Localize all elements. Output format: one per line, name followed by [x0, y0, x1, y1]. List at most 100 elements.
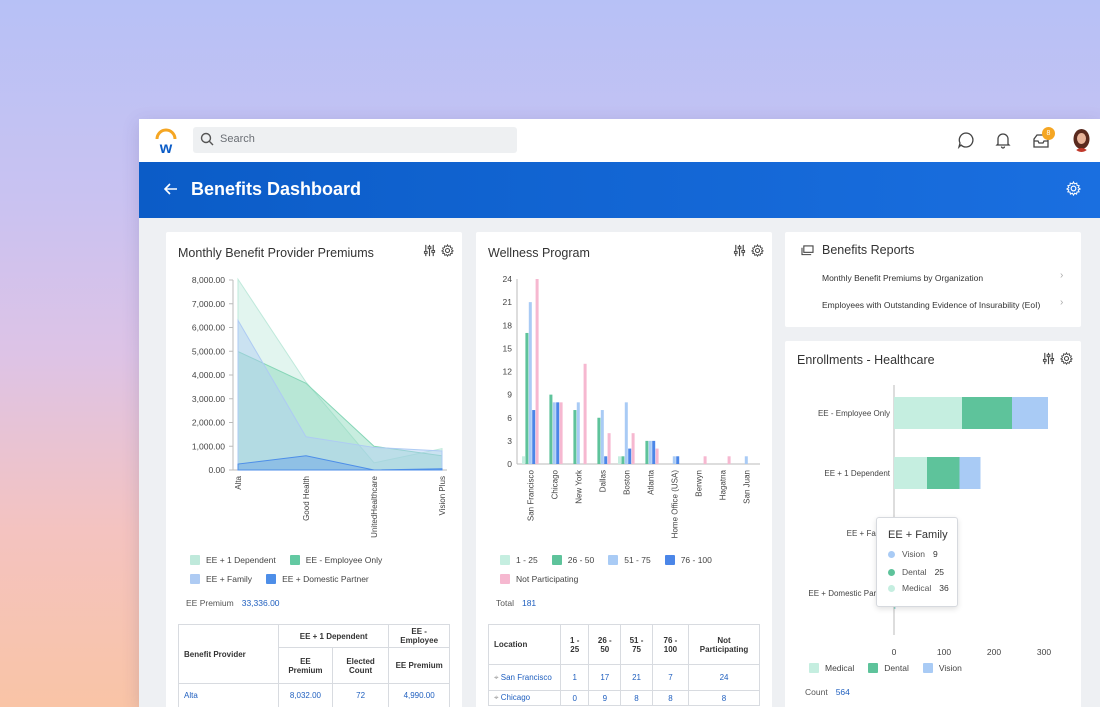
- bar[interactable]: [597, 417, 601, 464]
- gear-icon[interactable]: [751, 244, 764, 257]
- bar[interactable]: [927, 457, 960, 489]
- column-header[interactable]: 1 - 25: [559, 624, 590, 665]
- stat-value[interactable]: 181: [521, 598, 537, 608]
- column-header[interactable]: Location: [488, 624, 561, 665]
- table-cell[interactable]: 1: [559, 664, 590, 691]
- legend-item[interactable]: EE + Domestic Partner: [266, 573, 369, 584]
- area-series-3[interactable]: [237, 455, 443, 471]
- gear-icon[interactable]: [1066, 181, 1081, 196]
- column-header[interactable]: 76 - 100: [651, 624, 690, 665]
- col-ee-premium-2[interactable]: EE Premium: [388, 647, 450, 684]
- bar[interactable]: [628, 448, 632, 464]
- avatar[interactable]: [1072, 128, 1091, 152]
- table-cell[interactable]: 17: [588, 664, 622, 691]
- bar[interactable]: [532, 410, 536, 464]
- stat-value[interactable]: 33,336.00: [241, 598, 280, 608]
- chevron-right-icon[interactable]: ›: [1060, 297, 1064, 308]
- bar[interactable]: [559, 402, 563, 464]
- col-benefit-provider[interactable]: Benefit Provider: [178, 624, 279, 684]
- back-arrow-icon[interactable]: [164, 182, 178, 196]
- legend-item[interactable]: Vision: [922, 662, 962, 673]
- legend-item[interactable]: 26 - 50: [551, 554, 594, 565]
- bar[interactable]: [535, 279, 539, 464]
- bar[interactable]: [522, 456, 525, 464]
- filter-sliders-icon[interactable]: [733, 244, 746, 257]
- bar[interactable]: [600, 410, 604, 464]
- filter-sliders-icon[interactable]: [423, 244, 436, 257]
- cell-premium[interactable]: 8,032.00: [278, 683, 333, 707]
- bar[interactable]: [648, 440, 652, 464]
- bar[interactable]: [624, 402, 628, 464]
- col-group-ee-1-dependent[interactable]: EE + 1 Dependent: [277, 624, 390, 648]
- legend-item[interactable]: Medical: [809, 662, 854, 673]
- table-cell[interactable]: 0: [559, 690, 590, 706]
- report-link-eoi[interactable]: Employees with Outstanding Evidence of I…: [822, 300, 1041, 310]
- bar[interactable]: [894, 397, 962, 429]
- bar[interactable]: [727, 456, 731, 464]
- table-cell[interactable]: 8: [651, 690, 690, 706]
- table-cell[interactable]: 21: [620, 664, 653, 691]
- gear-icon[interactable]: [1060, 352, 1073, 365]
- search-input[interactable]: Search: [193, 127, 517, 153]
- chevron-right-icon[interactable]: ›: [1060, 270, 1064, 281]
- col-elected-count[interactable]: Elected Count: [331, 647, 390, 684]
- legend-item[interactable]: 51 - 75: [608, 554, 651, 565]
- legend-item[interactable]: 76 - 100: [664, 554, 712, 565]
- column-header[interactable]: 26 - 50: [588, 624, 622, 665]
- gear-icon[interactable]: [441, 244, 454, 257]
- bar[interactable]: [607, 433, 611, 464]
- workday-logo[interactable]: w: [153, 127, 179, 155]
- report-link-premiums-by-org[interactable]: Monthly Benefit Premiums by Organization: [822, 273, 984, 283]
- bar[interactable]: [573, 410, 577, 464]
- bar[interactable]: [631, 433, 635, 464]
- table-row[interactable]: ⌖ San Francisco 1 17 21 7 24: [488, 664, 760, 691]
- bar[interactable]: [655, 448, 659, 464]
- bar[interactable]: [525, 332, 529, 464]
- legend-item[interactable]: EE - Employee Only: [289, 554, 382, 565]
- bar[interactable]: [962, 397, 1012, 429]
- legend-item[interactable]: Not Participating: [500, 573, 578, 584]
- bar[interactable]: [645, 440, 649, 464]
- legend-item[interactable]: EE + 1 Dependent: [190, 554, 276, 565]
- bar[interactable]: [583, 363, 587, 464]
- bar[interactable]: [621, 456, 625, 464]
- table-cell[interactable]: 9: [588, 690, 622, 706]
- bell-icon[interactable]: [995, 131, 1011, 149]
- bar[interactable]: [672, 456, 676, 464]
- bar[interactable]: [894, 457, 927, 489]
- legend-item[interactable]: 1 - 25: [500, 554, 538, 565]
- stat-value[interactable]: 564: [835, 687, 850, 697]
- table-cell[interactable]: 8: [688, 690, 760, 706]
- bar[interactable]: [604, 456, 608, 464]
- bar[interactable]: [959, 457, 981, 489]
- col-ee-premium[interactable]: EE Premium: [278, 647, 333, 684]
- cell-provider[interactable]: Alta: [178, 683, 279, 707]
- col-group-ee-employee[interactable]: EE - Employee: [388, 624, 450, 648]
- bar[interactable]: [618, 456, 621, 464]
- bar[interactable]: [528, 302, 532, 464]
- bar[interactable]: [576, 402, 580, 464]
- legend-item[interactable]: EE + Family: [190, 573, 252, 584]
- bar[interactable]: [556, 402, 560, 464]
- cell-premium-2[interactable]: 4,990.00: [388, 683, 450, 707]
- cell-count[interactable]: 72: [331, 683, 390, 707]
- table-row[interactable]: Alta 8,032.00 72 4,990.00: [178, 683, 450, 707]
- bar[interactable]: [552, 402, 556, 464]
- table-cell[interactable]: 24: [688, 664, 760, 691]
- chat-icon[interactable]: [957, 131, 975, 149]
- bar[interactable]: [652, 440, 656, 464]
- cell-location[interactable]: ⌖ Chicago: [488, 690, 561, 706]
- table-cell[interactable]: 7: [651, 664, 690, 691]
- bar[interactable]: [676, 456, 680, 464]
- column-header[interactable]: Not Participating: [688, 624, 760, 665]
- column-header[interactable]: 51 - 75: [620, 624, 653, 665]
- filter-sliders-icon[interactable]: [1042, 352, 1055, 365]
- location-label[interactable]: Chicago: [500, 693, 531, 702]
- bar[interactable]: [703, 456, 707, 464]
- bar[interactable]: [1012, 397, 1048, 429]
- cell-location[interactable]: ⌖ San Francisco: [488, 664, 561, 691]
- table-row[interactable]: ⌖ Chicago 0 9 8 8 8: [488, 690, 760, 706]
- bar[interactable]: [744, 456, 748, 464]
- legend-item[interactable]: Dental: [868, 662, 909, 673]
- location-label[interactable]: San Francisco: [500, 672, 552, 682]
